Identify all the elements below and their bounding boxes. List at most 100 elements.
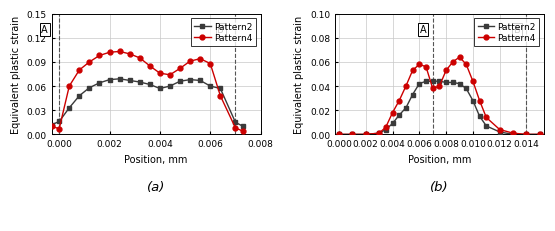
Pattern2 (137, 81, 143, 84)
Pattern4 (187, 61, 194, 63)
Pattern4 (537, 133, 543, 136)
Pattern2 (86, 87, 93, 90)
Text: B: B (514, 25, 521, 35)
Pattern2 (456, 83, 463, 86)
Pattern2 (176, 80, 183, 83)
Pattern2 (509, 133, 516, 136)
Pattern4 (96, 55, 103, 58)
Pattern2 (423, 80, 430, 83)
Pattern4 (443, 70, 450, 73)
Pattern2 (147, 84, 153, 86)
Pattern4 (137, 57, 143, 60)
Pattern4 (450, 61, 456, 64)
Pattern2 (217, 88, 224, 91)
Pattern4 (402, 85, 409, 88)
Legend: Pattern2, Pattern4: Pattern2, Pattern4 (474, 19, 539, 47)
Pattern2 (362, 133, 369, 136)
Pattern4 (240, 130, 246, 133)
Pattern2 (187, 79, 194, 82)
Pattern4 (436, 85, 443, 88)
Pattern2 (207, 85, 214, 88)
Pattern4 (197, 58, 204, 61)
Pattern2 (106, 79, 113, 82)
X-axis label: Position, mm: Position, mm (408, 154, 471, 164)
Pattern2 (416, 83, 423, 86)
Pattern2 (232, 121, 239, 124)
Pattern2 (463, 88, 470, 91)
Pattern2 (402, 107, 409, 110)
Pattern2 (537, 133, 543, 136)
Pattern4 (48, 125, 55, 128)
Pattern4 (483, 117, 490, 119)
Pattern4 (423, 66, 430, 69)
X-axis label: Position, mm: Position, mm (124, 154, 188, 164)
Pattern4 (232, 127, 239, 130)
Pattern2 (436, 80, 443, 83)
Pattern4 (176, 68, 183, 70)
Pattern2 (166, 85, 173, 88)
Pattern2 (483, 125, 490, 128)
Pattern2 (157, 88, 163, 91)
Pattern4 (207, 63, 214, 66)
Pattern2 (382, 129, 389, 131)
Pattern2 (376, 132, 382, 135)
Pattern2 (523, 133, 530, 136)
Pattern4 (127, 53, 133, 56)
Line: Pattern4: Pattern4 (49, 50, 245, 134)
Pattern4 (496, 129, 503, 131)
Text: B: B (218, 25, 224, 35)
Pattern4 (476, 100, 483, 103)
Pattern4 (147, 65, 153, 68)
Pattern4 (430, 88, 436, 91)
Pattern2 (396, 114, 402, 117)
Pattern2 (197, 80, 204, 82)
Pattern4 (376, 132, 382, 135)
Y-axis label: Equivalent plastic strain: Equivalent plastic strain (294, 16, 304, 134)
Text: A: A (420, 25, 427, 35)
Pattern2 (409, 94, 416, 97)
Pattern4 (349, 133, 356, 136)
Pattern4 (470, 80, 476, 83)
Pattern2 (48, 124, 55, 127)
Pattern2 (96, 82, 103, 85)
Line: Pattern2: Pattern2 (49, 77, 245, 129)
Pattern4 (509, 132, 516, 135)
Pattern2 (430, 80, 436, 83)
Pattern2 (66, 107, 73, 110)
Pattern2 (476, 115, 483, 118)
Pattern4 (416, 64, 423, 67)
Text: (b): (b) (430, 180, 449, 193)
Pattern4 (523, 133, 530, 136)
Pattern2 (496, 131, 503, 134)
Pattern2 (443, 82, 450, 85)
Pattern2 (76, 95, 83, 98)
Pattern2 (56, 121, 63, 123)
Legend: Pattern2, Pattern4: Pattern2, Pattern4 (190, 19, 256, 47)
Text: A: A (41, 25, 48, 35)
Pattern2 (349, 133, 356, 136)
Pattern4 (382, 126, 389, 129)
Pattern4 (409, 70, 416, 73)
Pattern4 (166, 74, 173, 77)
Pattern2 (240, 125, 246, 128)
Pattern2 (470, 100, 476, 103)
Pattern2 (450, 82, 456, 85)
Pattern4 (362, 133, 369, 136)
Pattern4 (117, 51, 123, 54)
Pattern4 (336, 133, 342, 136)
Pattern4 (106, 52, 113, 55)
Pattern4 (389, 112, 396, 115)
Pattern2 (117, 78, 123, 81)
Pattern4 (76, 69, 83, 72)
Pattern4 (456, 56, 463, 59)
Pattern2 (127, 80, 133, 82)
Line: Pattern2: Pattern2 (336, 79, 542, 137)
Pattern4 (396, 100, 402, 103)
Pattern4 (463, 64, 470, 67)
Pattern4 (217, 95, 224, 98)
Pattern2 (336, 133, 342, 136)
Line: Pattern4: Pattern4 (336, 55, 542, 137)
Y-axis label: Equivalent plastic strain: Equivalent plastic strain (11, 16, 21, 134)
Pattern4 (56, 128, 63, 131)
Text: (a): (a) (147, 180, 165, 193)
